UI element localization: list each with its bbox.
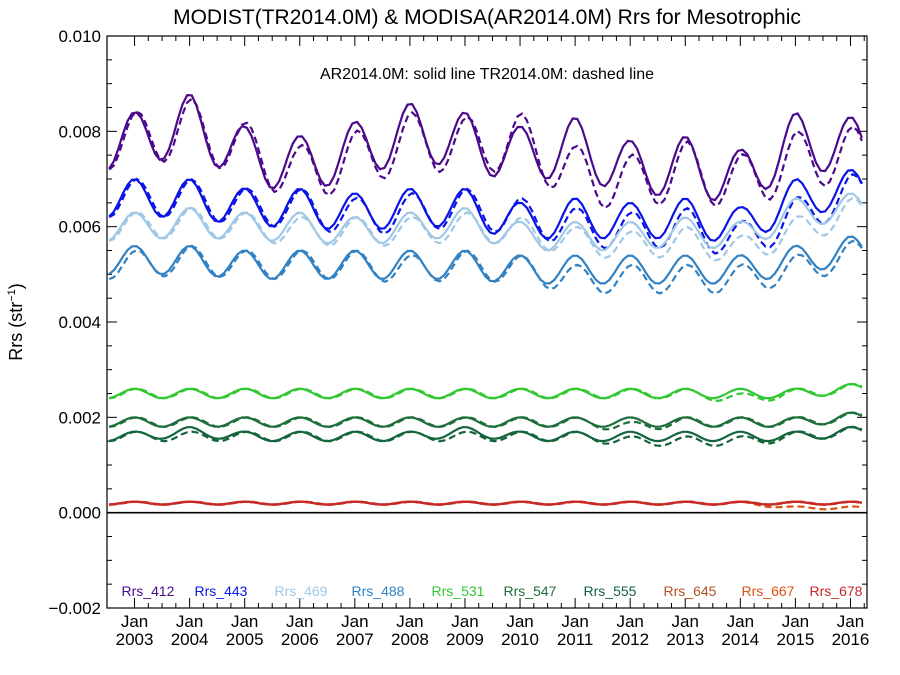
x-tick-label-month: Jan [176,612,203,631]
series-line-rrs-488-dashed [108,239,863,295]
y-tick-label: 0.000 [58,504,101,523]
y-tick-label: 0.010 [58,27,101,46]
legend-entry-rrs-555: Rrs_555 [584,583,637,599]
x-axis-ticks: Jan2003Jan2004Jan2005Jan2006Jan2007Jan20… [116,36,870,649]
x-tick-label-year: 2013 [666,630,704,649]
y-axis-label: Rrs (str−1) [6,283,26,361]
series-line-rrs-443-dashed [108,172,863,255]
x-tick-label-year: 2004 [171,630,209,649]
legend-entry-rrs-531: Rrs_531 [432,583,485,599]
x-tick-label-month: Jan [286,612,313,631]
legend-entry-rrs-667: Rrs_667 [742,583,795,599]
x-tick-label-month: Jan [451,612,478,631]
x-tick-label-month: Jan [396,612,423,631]
legend-entry-rrs-547: Rrs_547 [504,583,557,599]
y-tick-label: 0.006 [58,218,101,237]
legend-entry-rrs-469: Rrs_469 [275,583,328,599]
series-line-rrs-443-solid [108,168,863,242]
legend-entry-rrs-488: Rrs_488 [352,583,405,599]
series-line-rrs-412-solid [108,93,863,202]
y-tick-label: 0.004 [58,313,101,332]
x-tick-label-month: Jan [231,612,258,631]
series-line-rrs-555-dashed [109,425,863,448]
x-tick-label-month: Jan [121,612,148,631]
series-line-rrs-547-dashed [109,411,863,431]
y-tick-label: 0.008 [58,122,101,141]
series-line-rrs-488-solid [108,235,863,285]
annotation-line-styles: AR2014.0M: solid line TR2014.0M: dashed … [320,66,654,83]
x-tick-label-month: Jan [837,612,864,631]
x-tick-label-year: 2003 [116,630,154,649]
y-tick-label: 0.002 [58,408,101,427]
x-tick-label-year: 2011 [557,630,594,649]
x-tick-label-month: Jan [561,612,588,631]
x-tick-label-month: Jan [782,612,809,631]
legend-entry-rrs-645: Rrs_645 [664,583,717,599]
x-tick-label-year: 2012 [611,630,649,649]
legend: Rrs_412 Rrs_443 Rrs_469 Rrs_488 Rrs_531 Rrs_5… [122,583,863,599]
series-line-rrs-412-dashed [108,97,863,210]
series-line-rrs-555-solid [108,425,863,443]
series-layer [108,93,863,511]
y-axis-ticks: 0.010 0.008 0.006 0.004 0.002 0.000 −0.002 [49,27,867,618]
legend-entry-rrs-678: Rrs_678 [810,583,863,599]
plot-frame [106,35,868,609]
x-tick-label-year: 2006 [281,630,319,649]
x-tick-label-year: 2015 [776,630,814,649]
series-line-rrs-531-dashed [109,382,863,402]
x-tick-label-month: Jan [616,612,643,631]
chart-title: MODIST(TR2014.0M) & MODISA(AR2014.0M) Rr… [173,6,801,29]
legend-entry-rrs-412: Rrs_412 [122,583,175,599]
x-tick-label-year: 2014 [721,630,759,649]
x-tick-label-month: Jan [506,612,533,631]
series-line-rrs-469-dashed [108,196,863,262]
y-tick-label: −0.002 [49,599,101,618]
legend-entry-rrs-443: Rrs_443 [195,583,248,599]
x-tick-label-year: 2009 [446,630,484,649]
x-tick-label-year: 2010 [501,630,539,649]
x-tick-label-year: 2005 [226,630,264,649]
x-tick-label-month: Jan [672,612,699,631]
series-line-rrs-678-dashed [109,500,863,506]
x-tick-label-month: Jan [727,612,754,631]
x-tick-label-month: Jan [341,612,368,631]
x-tick-label-year: 2016 [832,630,870,649]
x-tick-label-year: 2008 [391,630,429,649]
x-tick-label-year: 2007 [336,630,374,649]
